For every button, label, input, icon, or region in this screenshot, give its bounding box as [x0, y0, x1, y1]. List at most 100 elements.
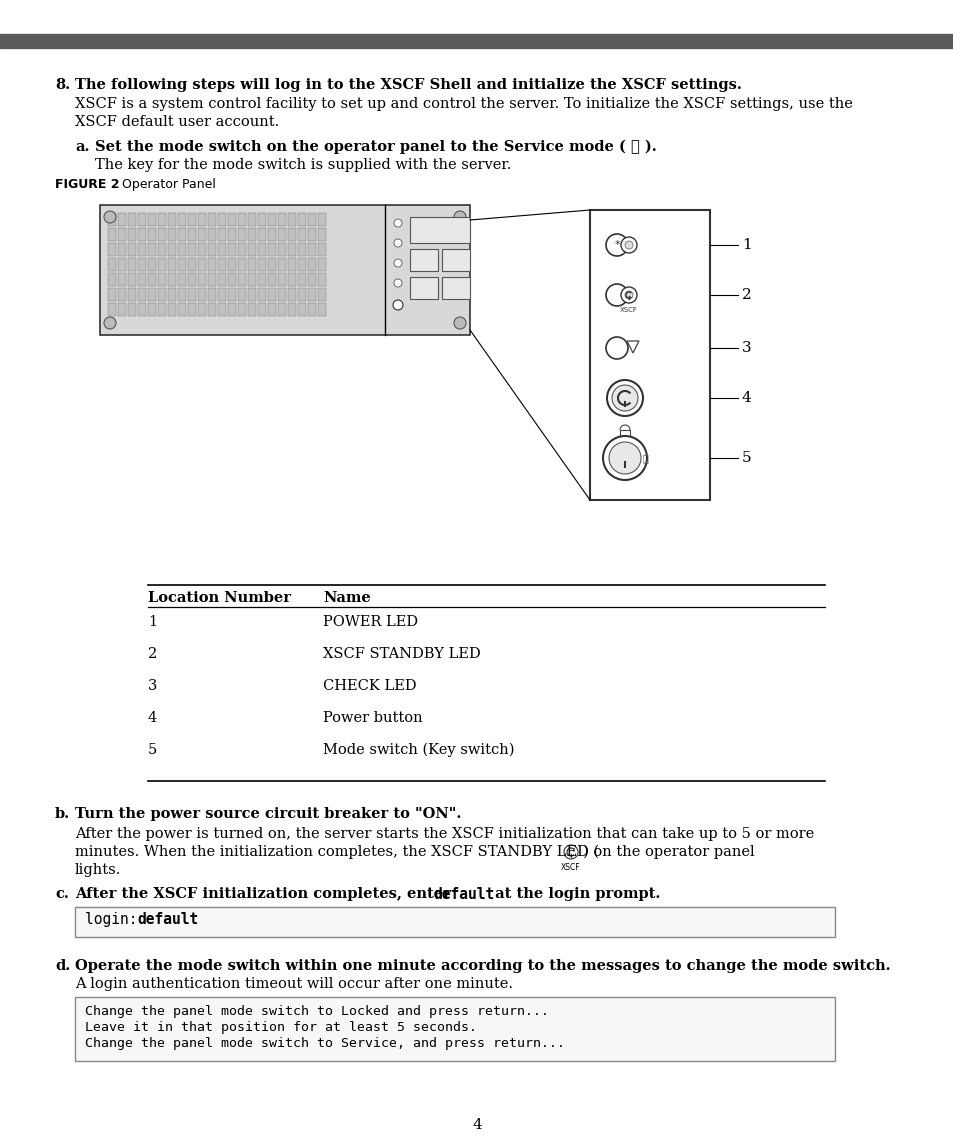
Bar	[308, 228, 315, 240]
Text: 5: 5	[741, 451, 751, 465]
Bar	[288, 258, 295, 271]
Bar	[188, 258, 195, 271]
Bar	[168, 243, 175, 256]
Circle shape	[394, 219, 401, 227]
Bar	[248, 273, 255, 286]
Text: 4: 4	[472, 1118, 481, 1132]
Bar	[277, 213, 286, 226]
Bar	[208, 258, 215, 271]
Bar	[237, 258, 246, 271]
Bar	[168, 273, 175, 286]
Bar	[257, 289, 266, 301]
Bar	[441, 248, 470, 271]
Text: *: *	[614, 240, 619, 250]
Bar	[288, 273, 295, 286]
Bar	[237, 303, 246, 316]
Circle shape	[394, 259, 401, 267]
Bar	[248, 243, 255, 256]
Bar	[168, 289, 175, 301]
Text: 3: 3	[741, 341, 751, 355]
Bar	[128, 213, 136, 226]
Text: After the XSCF initialization completes, enter: After the XSCF initialization completes,…	[75, 887, 456, 901]
Circle shape	[620, 237, 637, 253]
Bar	[277, 289, 286, 301]
Bar	[108, 213, 116, 226]
Bar	[178, 243, 186, 256]
Bar	[268, 303, 275, 316]
Text: b.: b.	[55, 807, 71, 821]
Bar	[218, 228, 226, 240]
Text: Change the panel mode switch to Locked and press return...: Change the panel mode switch to Locked a…	[85, 1005, 548, 1018]
Bar	[308, 273, 315, 286]
Bar	[317, 303, 326, 316]
Text: 4: 4	[741, 390, 751, 405]
Bar	[198, 213, 206, 226]
Bar	[268, 258, 275, 271]
Bar	[108, 289, 116, 301]
Bar	[288, 243, 295, 256]
Bar	[297, 213, 306, 226]
Bar	[228, 289, 235, 301]
Bar	[178, 228, 186, 240]
Bar	[208, 243, 215, 256]
Circle shape	[612, 385, 638, 411]
Bar	[148, 228, 156, 240]
Bar	[257, 303, 266, 316]
Bar	[168, 258, 175, 271]
Bar	[277, 258, 286, 271]
Circle shape	[624, 240, 633, 248]
Bar	[308, 258, 315, 271]
Bar	[228, 258, 235, 271]
Bar	[118, 243, 126, 256]
Text: 8.: 8.	[55, 78, 71, 92]
Bar	[198, 303, 206, 316]
Bar	[100, 205, 470, 335]
Text: ) on the operator panel: ) on the operator panel	[582, 845, 754, 860]
Bar	[178, 289, 186, 301]
Bar	[158, 213, 166, 226]
Bar	[148, 258, 156, 271]
Text: Leave it in that position for at least 5 seconds.: Leave it in that position for at least 5…	[85, 1021, 477, 1034]
Bar	[297, 303, 306, 316]
Bar	[168, 228, 175, 240]
Bar	[198, 258, 206, 271]
Circle shape	[104, 317, 116, 329]
Bar	[228, 303, 235, 316]
Bar	[268, 289, 275, 301]
Text: After the power is turned on, the server starts the XSCF initialization that can: After the power is turned on, the server…	[75, 827, 814, 840]
Bar	[118, 258, 126, 271]
Bar	[158, 243, 166, 256]
Bar	[268, 243, 275, 256]
Text: c.: c.	[55, 887, 69, 901]
Bar	[148, 289, 156, 301]
Bar	[148, 303, 156, 316]
Bar	[277, 228, 286, 240]
Text: Location Number: Location Number	[148, 591, 291, 605]
Bar	[178, 303, 186, 316]
Bar	[297, 273, 306, 286]
Bar	[248, 258, 255, 271]
Bar	[317, 258, 326, 271]
Bar	[257, 258, 266, 271]
Bar	[108, 228, 116, 240]
Bar	[75, 907, 834, 937]
Text: Operator Panel: Operator Panel	[122, 177, 215, 191]
Bar	[178, 273, 186, 286]
Bar	[228, 273, 235, 286]
Bar	[277, 243, 286, 256]
Text: Name: Name	[323, 591, 371, 605]
Bar	[138, 273, 146, 286]
Bar	[288, 289, 295, 301]
Bar	[118, 289, 126, 301]
Bar	[257, 228, 266, 240]
Text: 2: 2	[741, 289, 751, 302]
Text: 3: 3	[148, 679, 157, 693]
Text: default: default	[137, 913, 198, 927]
Bar	[108, 303, 116, 316]
Bar	[118, 213, 126, 226]
Bar	[118, 228, 126, 240]
Text: d.: d.	[55, 960, 71, 973]
Text: XSCF default user account.: XSCF default user account.	[75, 114, 279, 129]
Bar	[168, 213, 175, 226]
Bar	[268, 273, 275, 286]
